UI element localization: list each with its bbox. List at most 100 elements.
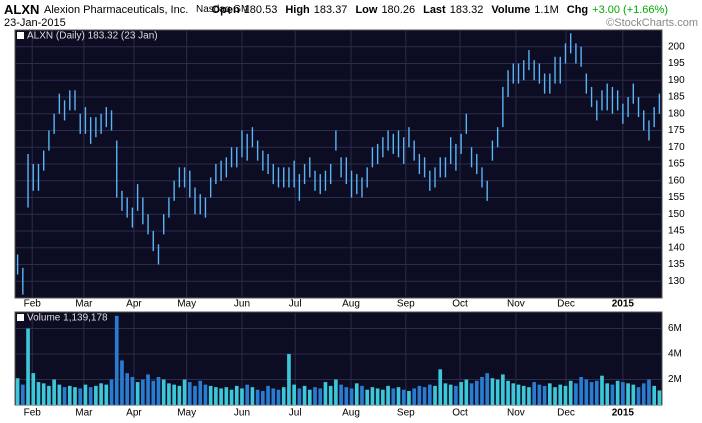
volume-bar: [21, 384, 25, 405]
volume-bar: [657, 390, 662, 405]
legend-label: Volume 1,139,178: [27, 313, 108, 324]
date: 23-Jan-2015: [4, 17, 66, 29]
quote-label: Open: [211, 4, 240, 16]
volume-bar: [401, 389, 406, 405]
volume-bar: [547, 383, 552, 405]
y-tick-label: 155: [668, 192, 685, 203]
volume-bar: [161, 379, 166, 405]
volume-bar: [532, 382, 536, 405]
volume-bar: [281, 387, 286, 405]
y-tick-label: 140: [668, 242, 685, 253]
volume-bar: [120, 360, 124, 405]
volume-bar: [574, 383, 578, 405]
exchange: Nasdaq GM: [196, 4, 250, 15]
y-tick-label: 4M: [668, 349, 682, 360]
volume-bar: [57, 384, 62, 405]
volume-bar: [255, 389, 260, 405]
volume-bar: [501, 374, 505, 405]
x-tick-label: Jul: [289, 408, 302, 419]
volume-bar: [67, 385, 72, 405]
volume-bar: [454, 385, 458, 405]
volume-bar: [600, 375, 604, 405]
y-tick-label: 160: [668, 175, 685, 186]
y-tick-label: 175: [668, 125, 685, 136]
volume-bar: [334, 379, 338, 405]
volume-bar: [73, 387, 77, 405]
x-tick-label: Oct: [452, 408, 468, 419]
x-tick-label: Nov: [507, 408, 525, 419]
volume-bar: [610, 384, 615, 405]
legend-box: [17, 314, 24, 321]
volume-bar: [448, 384, 453, 405]
quote-label: Volume: [491, 4, 531, 16]
volume-bar: [83, 384, 88, 405]
quote-value: 183.37: [313, 4, 348, 16]
volume-bar: [109, 379, 114, 405]
volume-bar: [261, 390, 265, 405]
x-tick-label: Jul: [289, 299, 302, 310]
volume-bar: [141, 379, 145, 405]
x-tick-label: Jun: [234, 299, 250, 310]
volume-bar: [480, 376, 484, 405]
x-tick-label: Jun: [234, 408, 250, 419]
volume-bar: [214, 387, 218, 405]
volume-bar: [370, 387, 375, 405]
volume-bar: [287, 354, 291, 405]
volume-bar: [135, 382, 140, 405]
x-tick-label: Nov: [507, 299, 525, 310]
volume-bar: [647, 379, 651, 405]
volume-bar: [41, 383, 46, 405]
volume-bar: [553, 387, 557, 405]
volume-bar: [511, 383, 516, 405]
volume-bar: [542, 385, 547, 405]
volume-bar: [631, 384, 636, 405]
volume-bar: [240, 388, 244, 405]
y-tick-label: 6M: [668, 323, 682, 334]
y-tick-label: 130: [668, 276, 685, 287]
volume-bar: [443, 383, 448, 405]
volume-bar: [125, 373, 130, 405]
quote-value: 180.26: [381, 4, 416, 16]
x-tick-label: Mar: [75, 408, 93, 419]
x-tick-label: Aug: [342, 408, 360, 419]
volume-bar: [339, 384, 343, 405]
volume-bar: [323, 382, 328, 405]
volume-bar: [302, 385, 307, 405]
volume-bar: [94, 385, 98, 405]
volume-bar: [537, 384, 542, 405]
volume-bar: [88, 387, 93, 405]
y-tick-label: 195: [668, 58, 685, 69]
y-tick-label: 180: [668, 108, 685, 119]
volume-bar: [99, 383, 103, 405]
volume-bar: [615, 380, 620, 405]
volume-bar: [354, 383, 359, 405]
volume-bar: [589, 382, 594, 405]
volume-bar: [182, 379, 187, 405]
x-tick-label: 2015: [612, 408, 635, 419]
y-tick-label: 200: [668, 41, 685, 52]
volume-bar: [276, 389, 281, 405]
volume-bar: [78, 388, 83, 405]
x-tick-label: Apr: [126, 408, 142, 419]
volume-bar: [224, 387, 229, 405]
volume-bar: [198, 380, 203, 405]
volume-bar: [391, 388, 396, 405]
volume-bar: [594, 380, 599, 405]
volume-bar: [307, 389, 312, 405]
y-tick-label: 150: [668, 209, 685, 220]
x-tick-label: Dec: [557, 299, 575, 310]
volume-bar: [318, 388, 323, 405]
volume-bar: [114, 315, 119, 405]
volume-bar: [621, 382, 625, 405]
volume-bar: [584, 379, 589, 405]
quote-value: 1.1M: [534, 4, 559, 16]
volume-bar: [490, 378, 495, 405]
quote-label: Chg: [566, 4, 589, 16]
y-tick-label: 165: [668, 159, 685, 170]
volume-bar: [292, 384, 296, 405]
volume-bar: [641, 383, 646, 405]
volume-bar: [151, 380, 156, 405]
volume-bar: [15, 378, 20, 405]
x-tick-label: 2015: [612, 299, 635, 310]
volume-bar: [360, 385, 364, 405]
